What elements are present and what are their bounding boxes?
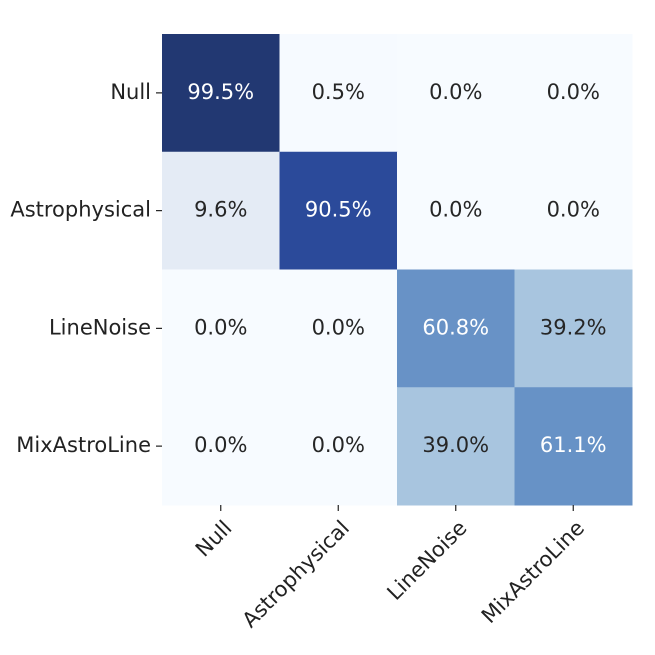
cell-label: 99.5% <box>187 80 254 104</box>
cell-label: 0.0% <box>194 433 247 457</box>
cell <box>397 151 515 270</box>
cell <box>162 151 280 270</box>
cell-label: 0.0% <box>194 315 247 339</box>
cell-label: 39.0% <box>422 433 489 457</box>
cell <box>514 387 633 506</box>
cell-label: 0.0% <box>547 198 600 222</box>
cell-label: 61.1% <box>540 433 607 457</box>
cell-label: 0.5% <box>312 80 365 104</box>
cell-label: 0.0% <box>312 433 365 457</box>
cell <box>397 387 515 506</box>
x-tick-label: MixAstroLine <box>477 516 589 628</box>
cell-label: 0.0% <box>312 315 365 339</box>
cell <box>162 34 280 153</box>
cell-label: 9.6% <box>194 198 247 222</box>
cell <box>162 269 280 388</box>
cell <box>279 269 398 388</box>
y-tick-label: Astrophysical <box>10 198 151 222</box>
y-tick-label: Null <box>110 80 151 104</box>
cell <box>514 269 633 388</box>
x-tick-label: Null <box>191 516 237 562</box>
cell <box>279 387 398 506</box>
cell <box>397 34 515 153</box>
cell <box>514 151 633 270</box>
cell <box>397 269 515 388</box>
cell-label: 39.2% <box>540 315 607 339</box>
cell-label: 90.5% <box>305 198 372 222</box>
x-tick-label: Astrophysical <box>238 516 354 632</box>
y-tick-label: LineNoise <box>49 315 151 339</box>
x-tick-label: LineNoise <box>382 516 471 605</box>
cell-label: 0.0% <box>429 80 482 104</box>
cell-label: 60.8% <box>422 315 489 339</box>
y-tick-label: MixAstroLine <box>16 433 151 457</box>
cell <box>279 151 398 270</box>
cell <box>279 34 398 153</box>
cell-label: 0.0% <box>429 198 482 222</box>
cell-label: 0.0% <box>547 80 600 104</box>
cell <box>162 387 280 506</box>
cell <box>514 34 633 153</box>
